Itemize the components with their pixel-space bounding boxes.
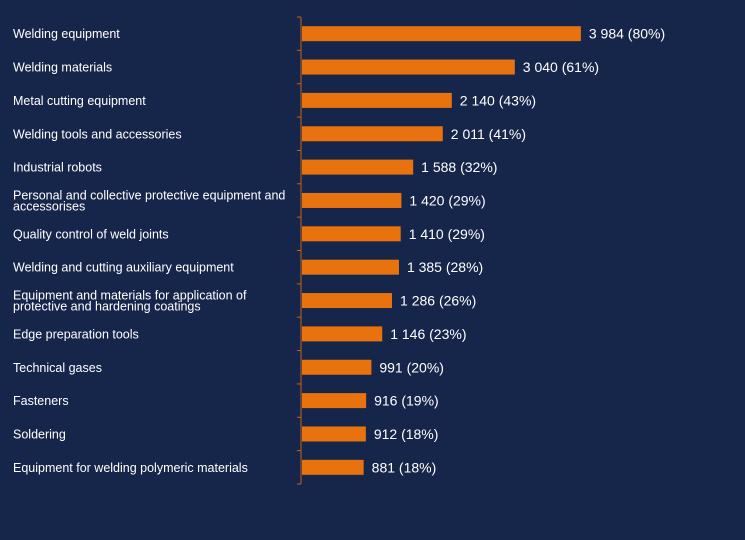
data-label: 2 140 (43%) (460, 92, 536, 108)
category-label-line: Welding equipment (13, 27, 120, 41)
data-label: 916 (19%) (374, 393, 439, 409)
category-label-line: Soldering (13, 427, 66, 441)
category-label-line: Fasteners (13, 394, 69, 408)
bar (302, 59, 515, 75)
data-label: 1 146 (23%) (390, 326, 466, 342)
category-label: Edge preparation tools (13, 327, 139, 341)
category-label: Welding tools and accessories (13, 127, 182, 141)
category-label-line: Edge preparation tools (13, 327, 139, 341)
category-label-line: Technical gases (13, 361, 102, 375)
category-label-line: Metal cutting equipment (13, 94, 146, 108)
category-label-line: Welding tools and accessories (13, 127, 182, 141)
bar (302, 126, 443, 142)
data-label: 1 385 (28%) (407, 259, 483, 275)
data-label: 2 011 (41%) (451, 126, 526, 142)
category-label-line: protective and hardening coatings (13, 300, 201, 314)
data-label: 1 588 (32%) (421, 159, 497, 175)
category-label: Metal cutting equipment (13, 94, 146, 108)
bar (302, 359, 372, 375)
bar (302, 293, 393, 309)
data-label: 1 286 (26%) (400, 293, 476, 309)
bar (302, 259, 399, 275)
category-label: Welding and cutting auxiliary equipment (13, 261, 234, 275)
category-label: Personal and collective protective equip… (13, 188, 285, 213)
category-label-line: accessorises (13, 199, 85, 213)
bar (302, 192, 402, 208)
category-label-line: Welding materials (13, 61, 112, 75)
bar (302, 426, 366, 442)
category-label: Equipment for welding polymeric material… (13, 461, 248, 475)
category-label-line: Industrial robots (13, 161, 102, 175)
data-label: 3 984 (80%) (589, 26, 665, 42)
category-label: Welding materials (13, 61, 112, 75)
category-label: Equipment and materials for application … (13, 289, 247, 314)
bar (302, 326, 383, 342)
category-label: Soldering (13, 427, 66, 441)
data-label: 881 (18%) (372, 459, 437, 475)
bar (302, 226, 401, 242)
data-label: 1 420 (29%) (409, 192, 485, 208)
category-label-line: Personal and collective protective equip… (13, 188, 285, 202)
data-label: 991 (20%) (379, 359, 444, 375)
category-label-line: Equipment and materials for application … (13, 289, 247, 303)
bar (302, 26, 581, 42)
bar (302, 459, 364, 475)
category-label-line: Equipment for welding polymeric material… (13, 461, 248, 475)
category-label: Fasteners (13, 394, 69, 408)
bar (302, 92, 452, 108)
category-label-line: Welding and cutting auxiliary equipment (13, 261, 234, 275)
category-label: Welding equipment (13, 27, 120, 41)
bar (302, 159, 414, 175)
bar (302, 393, 367, 409)
category-label: Industrial robots (13, 161, 102, 175)
data-label: 912 (18%) (374, 426, 439, 442)
category-label-line: Quality control of weld joints (13, 227, 169, 241)
data-label: 1 410 (29%) (409, 226, 485, 242)
data-label: 3 040 (61%) (523, 59, 599, 75)
category-label: Technical gases (13, 361, 102, 375)
category-label: Quality control of weld joints (13, 227, 169, 241)
